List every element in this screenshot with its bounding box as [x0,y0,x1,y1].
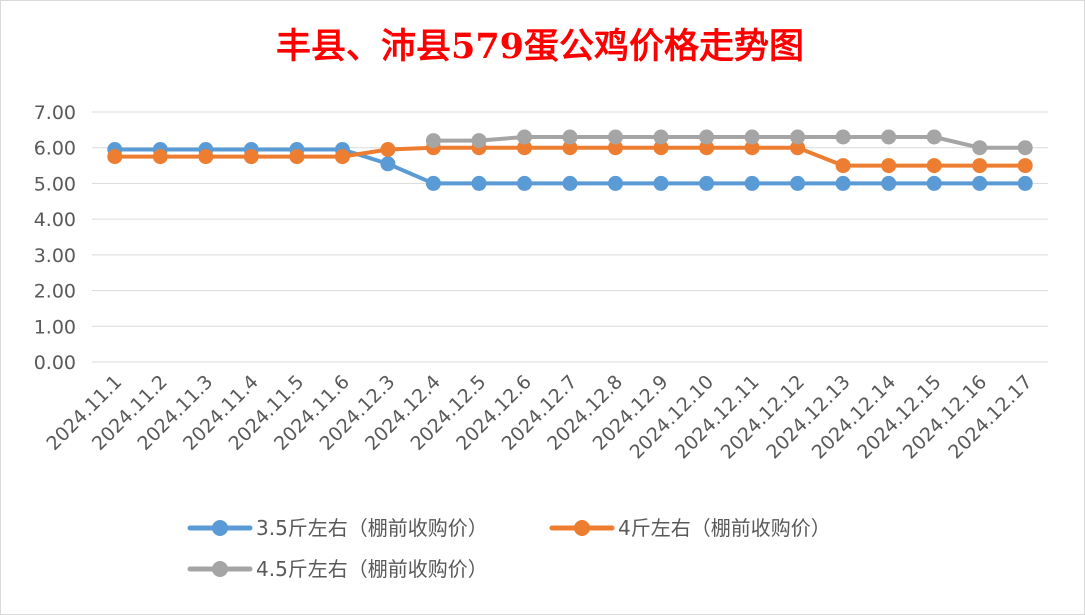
legend-marker [212,561,228,577]
data-point [334,149,350,165]
data-point [380,142,396,157]
y-tick-label: 4.00 [34,209,76,231]
y-tick-label: 7.00 [34,102,76,124]
data-point [881,175,897,191]
data-point [926,129,942,145]
data-point [608,129,623,145]
series-2 [107,140,1033,174]
y-axis-tick-labels: 0.00 1.00 2.00 3.00 4.00 5.00 6.00 7.00 [34,102,76,374]
data-point [744,140,760,156]
y-tick-label: 5.00 [34,173,76,195]
legend-marker [212,520,228,536]
legend-item: 4斤左右（棚前收购价） [549,516,831,540]
data-point [881,158,897,174]
data-point [1017,175,1033,191]
legend-item: 4.5斤左右（棚前收购价） [187,557,488,581]
data-point [107,149,123,165]
y-tick-label: 3.00 [34,245,76,267]
data-point [972,175,988,191]
data-point [653,140,669,156]
data-point [790,129,806,145]
data-point [653,175,669,191]
data-point [926,158,942,174]
data-point [835,175,851,191]
data-point [562,129,578,145]
data-point [1017,140,1033,156]
data-point [790,175,806,191]
y-tick-label: 1.00 [34,316,76,338]
data-point [562,140,578,156]
data-point [1017,158,1033,174]
data-point [790,140,806,156]
data-point [517,140,532,156]
legend-label: 4斤左右（棚前收购价） [618,516,831,540]
data-point [425,133,441,149]
data-point [608,140,623,156]
data-point [608,175,623,191]
legend: 3.5斤左右（棚前收购价） 4斤左右（棚前收购价） 4.5斤左右（棚前收购价） [187,516,831,581]
data-point [471,133,487,149]
data-point [699,140,715,156]
data-point [198,149,214,165]
data-point [653,129,669,145]
series-3 [425,129,1033,156]
data-point [699,175,715,191]
data-point [699,129,715,145]
data-point [972,140,988,156]
series-layer [107,129,1033,191]
chart-title: 丰县、沛县579蛋公鸡价格走势图 [276,26,804,67]
data-point [243,149,259,165]
data-point [926,175,942,191]
data-point [881,129,897,145]
y-tick-label: 2.00 [34,281,76,303]
legend-label: 4.5斤左右（棚前收购价） [256,557,488,581]
data-point [517,129,532,145]
data-point [152,149,168,165]
data-point [289,149,305,165]
series-line [431,135,1028,150]
data-point [972,158,988,174]
y-tick-label: 6.00 [34,138,76,160]
data-point [471,175,487,191]
y-tick-label: 0.00 [34,352,76,374]
legend-marker [574,520,590,536]
data-point [744,129,760,145]
legend-item: 3.5斤左右（棚前收购价） [187,516,488,540]
data-point [835,158,851,174]
data-point [835,129,851,145]
data-point [517,175,532,191]
data-point [562,175,578,191]
data-point [425,175,441,191]
legend-label: 3.5斤左右（棚前收购价） [256,516,488,540]
data-point [744,175,760,191]
data-point [380,156,396,172]
